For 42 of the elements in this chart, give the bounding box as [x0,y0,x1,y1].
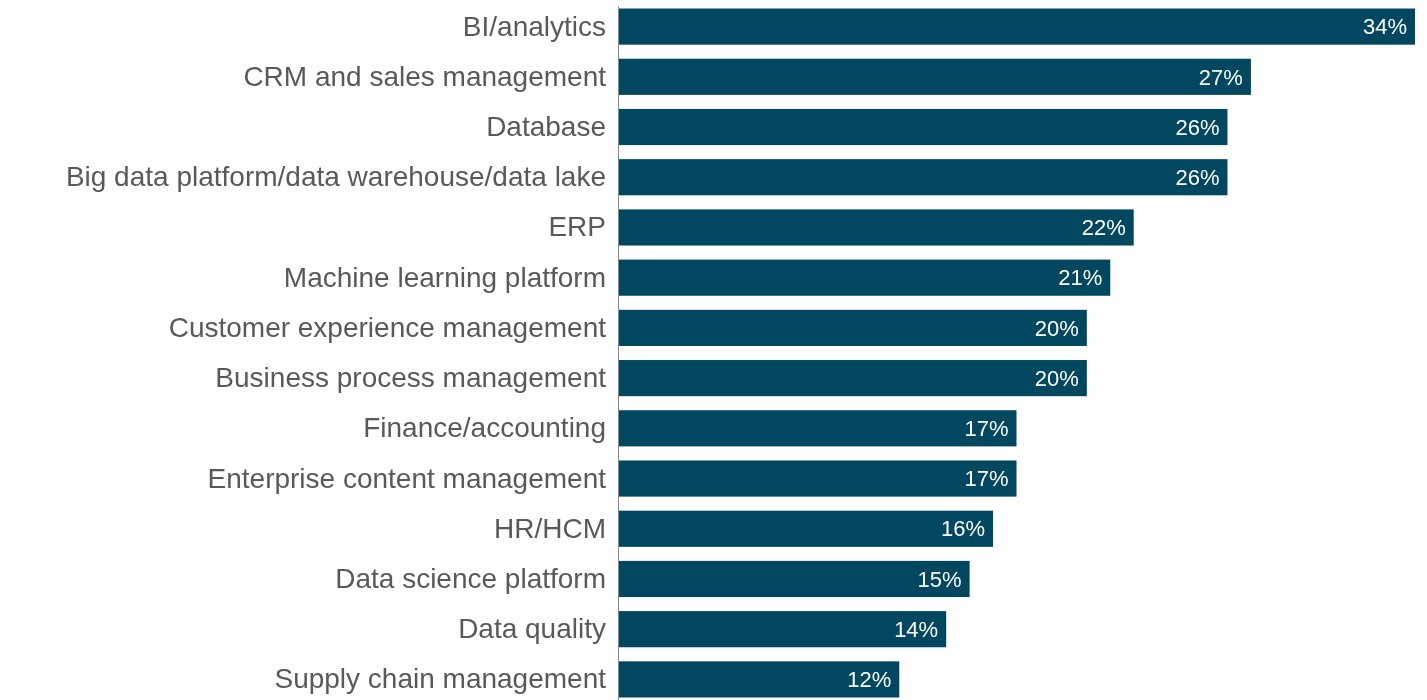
data-label: 20% [1034,315,1079,341]
bar [618,460,1017,497]
data-label: 22% [1081,215,1126,241]
data-label: 34% [1362,14,1407,40]
y-tick-label: Data science platform [335,562,606,594]
data-label: 26% [1175,164,1220,190]
y-tick-label: BI/analytics [462,10,606,42]
data-label: 26% [1175,114,1220,140]
data-label: 21% [1058,265,1103,291]
bar [618,410,1017,447]
bar [618,661,900,698]
bar [618,58,1251,95]
y-tick-label: ERP [548,211,606,243]
bar [618,108,1228,146]
bar [618,259,1111,296]
bar [618,560,970,598]
y-tick-label: Machine learning platform [283,261,606,293]
data-label: 14% [894,616,939,642]
data-label: 27% [1198,64,1243,90]
data-label: 15% [917,566,962,592]
y-tick-label: Business process management [215,362,607,394]
bar [618,360,1087,397]
bar [618,510,994,547]
data-label: 16% [941,516,986,542]
y-tick-label: Finance/accounting [363,412,606,444]
y-tick-label: Supply chain management [274,663,607,695]
y-tick-label: Customer experience management [168,311,607,343]
y-tick-label: CRM and sales management [243,60,607,92]
y-tick-label: Big data platform/data warehouse/data lake [65,161,606,193]
y-tick-label: Database [486,110,606,142]
data-label: 12% [847,667,892,693]
bar [618,309,1087,346]
bar [618,611,947,648]
data-label: 17% [964,416,1009,442]
y-tick-label: Enterprise content management [207,462,607,494]
y-tick-label: Data quality [458,613,606,645]
bar [618,8,1415,45]
bar [618,209,1134,246]
data-label: 20% [1034,365,1079,391]
data-label: 17% [964,466,1009,492]
bar [618,159,1228,196]
y-tick-label: HR/HCM [494,512,606,544]
